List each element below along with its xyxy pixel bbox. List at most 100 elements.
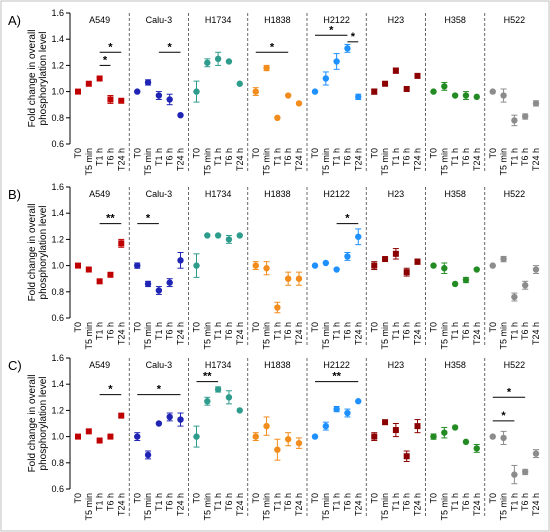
significance-label: *	[108, 384, 113, 396]
data-point-H358	[441, 83, 448, 90]
data-point-H522	[489, 262, 496, 269]
data-point-H2122	[344, 45, 351, 52]
significance-label: *	[507, 386, 512, 398]
data-point-H358	[473, 93, 480, 101]
data-point-Calu-3	[134, 88, 141, 95]
data-point-H1734	[193, 433, 200, 440]
x-tick-label: T6 h	[461, 148, 471, 166]
x-tick-label: T6 h	[461, 493, 471, 511]
group-title-H358: H358	[444, 15, 466, 25]
data-point-Calu-3	[166, 413, 173, 421]
data-point-H358	[430, 262, 437, 269]
data-point-H1734	[204, 59, 211, 66]
data-point-H358	[462, 276, 470, 284]
data-point-H1838	[274, 446, 281, 453]
x-tick-label: T6 h	[520, 322, 530, 340]
x-tick-label: T5 min	[143, 322, 153, 350]
x-tick-label: T24 h	[353, 148, 363, 171]
group-title-H2122: H2122	[323, 15, 350, 25]
group-title-H1734: H1734	[205, 15, 232, 25]
x-tick-label: T5 min	[262, 148, 272, 176]
x-tick-label: T24 h	[116, 322, 126, 345]
data-point-H522	[489, 433, 496, 440]
group-title-H1734: H1734	[205, 360, 232, 370]
x-tick-label: T1 h	[391, 322, 401, 340]
data-point-H1734	[193, 262, 200, 269]
x-tick-label: T1 h	[95, 148, 105, 166]
data-point-H1838	[263, 422, 270, 430]
y-tick-label: 0.6	[51, 313, 64, 323]
x-tick-label: T6 h	[402, 322, 412, 340]
panels: A)Fold change in overall phosphorylation …	[8, 8, 541, 521]
x-tick-label: T0	[132, 493, 142, 504]
data-point-H1838	[295, 100, 303, 107]
data-point-H23	[392, 250, 399, 257]
data-point-H358	[451, 280, 459, 288]
data-point-H1838	[284, 436, 292, 443]
data-point-A549	[85, 428, 92, 435]
data-point-A549	[85, 80, 92, 87]
data-point-A549	[75, 88, 81, 95]
data-point-Calu-3	[144, 451, 152, 459]
data-point-A549	[118, 412, 125, 419]
data-point-H522	[532, 450, 540, 457]
significance-label: *	[345, 213, 350, 225]
data-point-Calu-3	[166, 96, 173, 103]
data-point-A549	[96, 437, 103, 444]
data-point-Calu-3	[177, 416, 184, 423]
x-tick-label: T6 h	[283, 493, 293, 511]
x-tick-label: T1 h	[272, 493, 282, 511]
group-title-H23: H23	[388, 189, 405, 199]
data-point-A549	[75, 262, 81, 269]
x-tick-label: T0	[369, 322, 379, 333]
x-tick-label: T6 h	[520, 493, 530, 511]
x-tick-label: T1 h	[509, 148, 519, 166]
significance-label: *	[157, 384, 162, 396]
data-point-H23	[403, 269, 410, 276]
group-title-H2122: H2122	[323, 189, 350, 199]
x-tick-label: T5 min	[143, 148, 153, 176]
x-tick-label: T5 min	[321, 493, 331, 521]
data-point-H23	[392, 427, 399, 434]
data-point-H23	[403, 453, 410, 460]
group-title-A549: A549	[89, 189, 110, 199]
x-tick-label: T1 h	[272, 148, 282, 166]
data-point-H2122	[322, 75, 330, 82]
data-point-H522	[500, 92, 507, 99]
x-tick-label: T24 h	[472, 148, 482, 171]
x-tick-label: T5 min	[439, 322, 449, 350]
x-tick-label: T0	[192, 493, 202, 504]
data-point-H23	[371, 262, 378, 269]
x-tick-label: T24 h	[176, 148, 186, 171]
data-point-H1734	[236, 407, 243, 414]
data-point-H522	[500, 255, 507, 263]
group-title-A549: A549	[89, 15, 110, 25]
x-tick-label: T6 h	[165, 148, 175, 166]
data-point-H23	[403, 85, 410, 92]
x-tick-label: T5 min	[202, 493, 212, 521]
panel-label: A)	[8, 13, 21, 28]
group-title-H23: H23	[388, 360, 405, 370]
y-tick-label: 1.4	[51, 379, 64, 389]
significance-label: *	[103, 54, 108, 66]
x-tick-label: T24 h	[472, 493, 482, 516]
data-point-H358	[451, 92, 459, 99]
y-tick-label: 0.8	[51, 113, 64, 123]
group-title-Calu-3: Calu-3	[146, 360, 173, 370]
group-title-Calu-3: Calu-3	[146, 189, 173, 199]
data-point-H522	[500, 434, 507, 442]
data-point-H2122	[333, 266, 340, 273]
x-tick-label: T24 h	[472, 322, 482, 345]
panel-2: C) Fold change in overall phosphorylation …	[8, 353, 541, 521]
group-title-H522: H522	[504, 15, 526, 25]
y-tick-label: 1.6	[51, 8, 64, 18]
data-point-H1734	[193, 88, 200, 95]
group-title-H2122: H2122	[323, 360, 350, 370]
x-tick-label: T1 h	[450, 322, 460, 340]
data-point-H1734	[204, 232, 211, 239]
data-point-H358	[430, 88, 437, 95]
x-tick-label: T24 h	[413, 322, 423, 345]
x-tick-label: T6 h	[461, 322, 471, 340]
data-point-Calu-3	[177, 111, 184, 119]
